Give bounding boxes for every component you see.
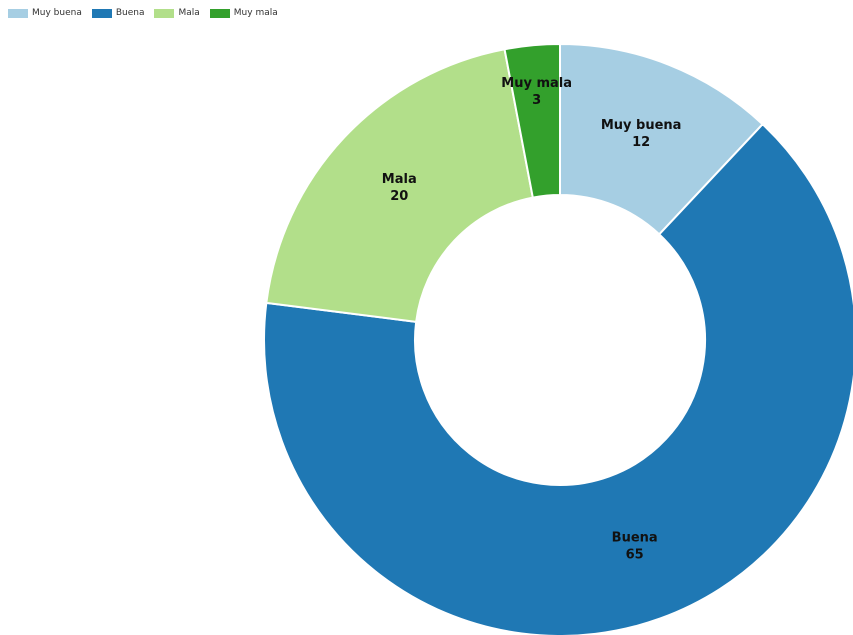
donut-slice[interactable]	[265, 48, 534, 323]
slice-category-label: Muy buena	[601, 118, 682, 133]
slice-category-label: Buena	[612, 530, 658, 545]
legend-item[interactable]: Muy mala	[209, 8, 278, 18]
slice-label: Muy buena 12	[601, 118, 682, 150]
donut-slice[interactable]	[263, 122, 853, 635]
slice-value-label: 3	[532, 93, 541, 108]
legend-swatch	[91, 8, 112, 18]
legend-item[interactable]: Mala	[154, 8, 200, 18]
legend-item[interactable]: Buena	[91, 8, 145, 18]
legend-swatch	[154, 8, 175, 18]
legend-swatch	[209, 8, 230, 18]
legend-swatch	[8, 8, 28, 18]
slice-value-label: 20	[390, 189, 408, 204]
slice-label: Buena 65	[612, 530, 658, 562]
legend-item[interactable]: Muy buena	[8, 8, 82, 18]
legend-label: Muy mala	[233, 8, 278, 18]
legend-label: Mala	[178, 8, 200, 18]
legend-label: Muy buena	[32, 8, 82, 18]
slice-label: Mala 20	[382, 172, 417, 204]
legend-label: Buena	[115, 8, 145, 18]
slice-value-label: 12	[632, 135, 650, 150]
slice-value-label: 65	[626, 547, 644, 562]
slice-category-label: Muy mala	[501, 76, 572, 91]
donut-slice[interactable]	[503, 42, 561, 199]
donut-slice[interactable]	[559, 42, 765, 236]
slice-label: Muy mala 3	[501, 76, 572, 108]
legend: Muy buena Buena Mala Muy mala	[8, 8, 278, 18]
slice-category-label: Mala	[382, 172, 417, 187]
